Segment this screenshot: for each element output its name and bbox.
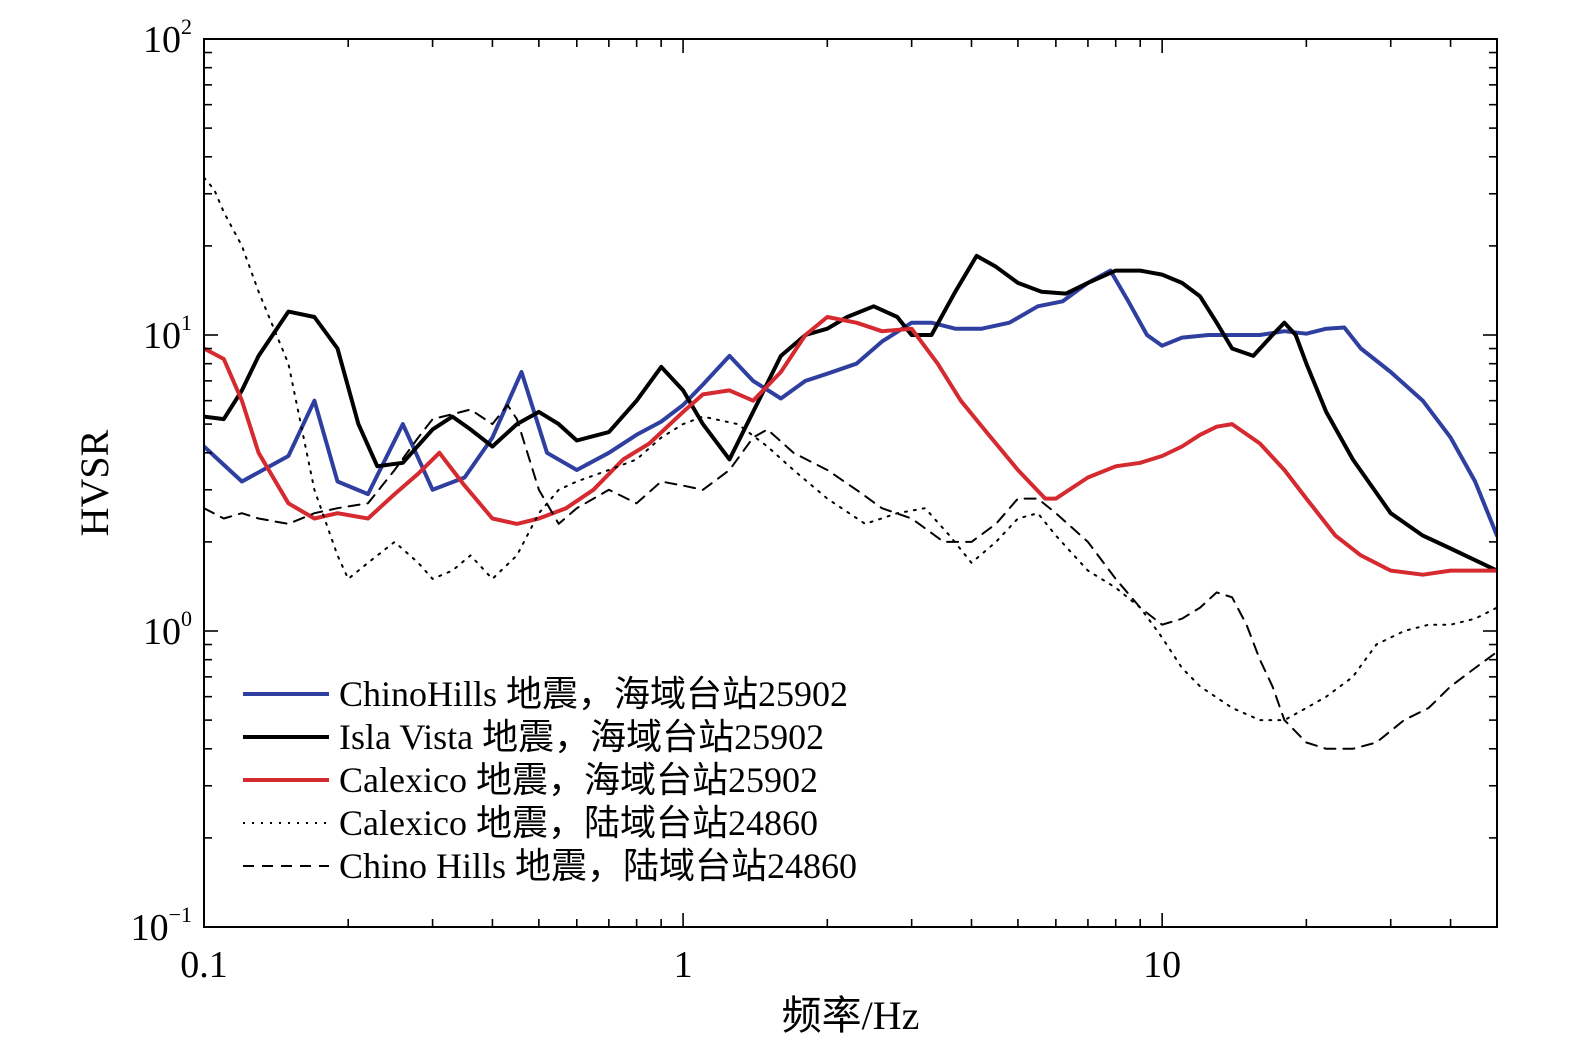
y-tick-label: 10−1 xyxy=(131,902,192,949)
legend-label-2: Isla Vista 地震，海域台站25902 xyxy=(339,717,824,757)
legend-label-5: Chino Hills 地震，陆域台站24860 xyxy=(339,846,857,886)
y-tick-label: 100 xyxy=(143,606,192,653)
y-tick-label: 101 xyxy=(143,310,192,357)
plot-frame xyxy=(203,38,1498,928)
tick-labels-layer: 0.1 1 10 10−1 100 101 102 xyxy=(131,14,1182,986)
legend-label-1: ChinoHills 地震，海域台站25902 xyxy=(339,674,848,714)
series-line-5 xyxy=(204,404,1497,750)
x-axis-label: 频率/Hz xyxy=(782,993,920,1038)
series-line-4 xyxy=(204,176,1497,722)
series-line-1 xyxy=(204,268,1497,538)
y-tick-label: 102 xyxy=(143,14,192,61)
series-line-2 xyxy=(204,253,1497,573)
series-line-3 xyxy=(204,315,1497,577)
series-layer xyxy=(204,176,1497,750)
y-axis-label: HVSR xyxy=(72,429,117,536)
x-tick-label: 0.1 xyxy=(180,944,228,986)
x-tick-label: 1 xyxy=(674,944,693,986)
x-tick-label: 10 xyxy=(1143,944,1181,986)
legend-label-3: Calexico 地震，海域台站25902 xyxy=(339,760,818,800)
legend-label-4: Calexico 地震，陆域台站24860 xyxy=(339,803,818,843)
